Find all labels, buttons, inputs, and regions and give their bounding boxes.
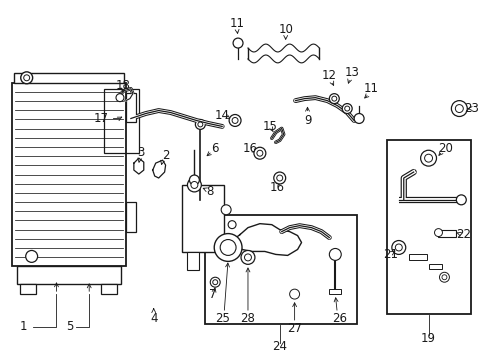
Text: 3: 3 xyxy=(137,146,144,159)
Circle shape xyxy=(210,277,220,287)
Circle shape xyxy=(214,234,242,261)
Text: 14: 14 xyxy=(214,109,229,122)
Polygon shape xyxy=(152,160,165,178)
Circle shape xyxy=(328,94,339,104)
Bar xyxy=(12,83,126,266)
Text: 9: 9 xyxy=(303,114,311,127)
Bar xyxy=(17,266,121,284)
Circle shape xyxy=(228,221,236,229)
Text: 24: 24 xyxy=(272,340,286,353)
Text: 25: 25 xyxy=(214,312,229,325)
Text: 8: 8 xyxy=(206,185,214,198)
Text: 28: 28 xyxy=(240,312,255,325)
Circle shape xyxy=(20,72,33,84)
Circle shape xyxy=(221,205,231,215)
Circle shape xyxy=(241,251,254,264)
Circle shape xyxy=(276,175,282,181)
Bar xyxy=(14,73,123,83)
Text: 20: 20 xyxy=(437,142,452,155)
Circle shape xyxy=(441,275,446,280)
Text: 2: 2 xyxy=(162,149,169,162)
Text: 12: 12 xyxy=(321,69,336,82)
Bar xyxy=(408,255,426,260)
Bar xyxy=(205,215,356,324)
Text: 16: 16 xyxy=(269,181,284,194)
Circle shape xyxy=(220,239,236,255)
Circle shape xyxy=(198,122,203,127)
Circle shape xyxy=(256,150,263,156)
Bar xyxy=(20,284,36,294)
Bar xyxy=(104,89,139,153)
Text: 15: 15 xyxy=(262,120,277,133)
Circle shape xyxy=(253,147,265,159)
Bar xyxy=(182,185,224,252)
Circle shape xyxy=(450,100,467,117)
Circle shape xyxy=(331,96,336,101)
Circle shape xyxy=(273,172,285,184)
Text: 13: 13 xyxy=(344,66,359,79)
Circle shape xyxy=(439,272,448,282)
Text: 16: 16 xyxy=(242,142,257,155)
Bar xyxy=(386,140,470,314)
Circle shape xyxy=(229,114,241,126)
Circle shape xyxy=(434,229,442,237)
Circle shape xyxy=(289,289,299,299)
Circle shape xyxy=(233,38,243,48)
Text: 4: 4 xyxy=(150,312,157,325)
Circle shape xyxy=(342,104,351,113)
Text: 5: 5 xyxy=(65,320,73,333)
Circle shape xyxy=(187,178,201,192)
Text: 11: 11 xyxy=(363,82,378,95)
Text: 26: 26 xyxy=(331,312,346,325)
Bar xyxy=(126,202,136,231)
Text: 23: 23 xyxy=(463,102,478,115)
Text: 17: 17 xyxy=(93,112,108,125)
Circle shape xyxy=(455,195,466,205)
Text: 22: 22 xyxy=(455,228,470,241)
Circle shape xyxy=(212,280,217,285)
Text: 10: 10 xyxy=(278,23,292,36)
Circle shape xyxy=(195,120,205,129)
Circle shape xyxy=(344,106,349,111)
Text: 18: 18 xyxy=(115,79,130,92)
Polygon shape xyxy=(236,224,301,255)
Text: 11: 11 xyxy=(229,17,244,30)
Bar xyxy=(438,230,455,237)
Bar xyxy=(126,93,136,122)
Text: 19: 19 xyxy=(420,332,435,345)
Circle shape xyxy=(454,105,462,113)
Bar xyxy=(328,289,341,294)
Text: 27: 27 xyxy=(286,322,302,336)
Circle shape xyxy=(26,251,38,262)
Text: 21: 21 xyxy=(383,248,398,261)
Circle shape xyxy=(24,75,30,81)
Bar xyxy=(101,284,117,294)
Circle shape xyxy=(394,244,402,251)
Circle shape xyxy=(244,254,251,261)
Circle shape xyxy=(190,181,198,188)
Bar xyxy=(427,264,442,269)
Circle shape xyxy=(232,117,238,123)
Text: 6: 6 xyxy=(211,142,219,155)
Polygon shape xyxy=(134,158,143,174)
Circle shape xyxy=(328,248,341,260)
Circle shape xyxy=(353,113,364,123)
Text: 1: 1 xyxy=(20,320,27,333)
Circle shape xyxy=(189,175,199,185)
Circle shape xyxy=(424,154,432,162)
Bar xyxy=(187,252,199,270)
Circle shape xyxy=(116,94,123,102)
Text: 7: 7 xyxy=(209,288,217,301)
Circle shape xyxy=(420,150,436,166)
Circle shape xyxy=(391,240,405,255)
